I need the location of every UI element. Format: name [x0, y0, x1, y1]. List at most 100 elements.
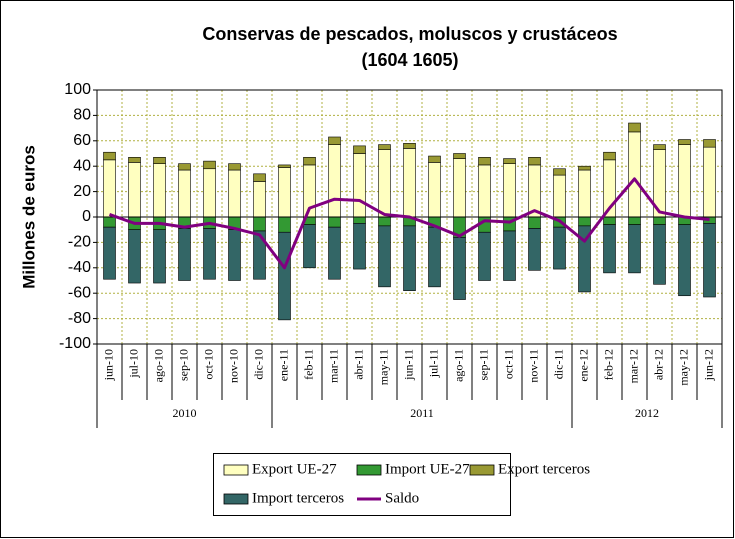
bar-segment [203, 168, 216, 218]
x-tick-label: may-11 [376, 349, 390, 385]
bar-segment [103, 216, 116, 228]
bar-segment [428, 155, 441, 163]
bar-segment [603, 216, 616, 225]
bar-segment [153, 163, 166, 218]
bar-segment [328, 216, 341, 228]
bar-segment [478, 164, 491, 218]
bar-segment [178, 228, 191, 281]
bar-segment [428, 226, 441, 288]
bar-segment [228, 169, 241, 218]
bar-segment [103, 151, 116, 161]
legend-swatch [223, 493, 249, 505]
bar-segment [503, 158, 516, 164]
bar-segment [678, 144, 691, 218]
bar-segment [303, 157, 316, 166]
x-tick-label: sep-10 [176, 349, 190, 381]
legend-label: Export terceros [498, 461, 590, 477]
y-tick-label: 20 [73, 183, 91, 200]
x-tick-label: feb-11 [301, 349, 315, 380]
bar-segment [603, 151, 616, 161]
bar-segment [128, 157, 141, 163]
legend-label: Import UE-27 [385, 461, 470, 477]
y-tick-label: -100 [59, 335, 91, 352]
x-tick-label: sep-11 [476, 349, 490, 381]
bar-segment [653, 216, 666, 225]
bar-segment [403, 143, 416, 149]
x-tick-label: oct-10 [201, 349, 215, 380]
y-tick-label: -20 [68, 234, 91, 251]
bar-segment [578, 165, 591, 171]
x-tick-label: abr-11 [351, 349, 365, 380]
bar-segment [428, 162, 441, 218]
x-tick-label: jun-12 [701, 349, 715, 381]
x-tick-label: mar-12 [626, 349, 640, 383]
bar-segment [553, 174, 566, 218]
x-tick-label: feb-12 [601, 349, 615, 380]
bar-segment [278, 164, 291, 168]
x-tick-label: jul-11 [426, 349, 440, 378]
bar-segment [403, 148, 416, 218]
bar-segment [353, 145, 366, 154]
bar-segment [253, 216, 266, 232]
bar-segment [678, 224, 691, 297]
y-axis-label: Millones de euros [19, 145, 38, 289]
bar-segment [478, 157, 491, 166]
x-tick-label: nov-10 [226, 349, 240, 383]
bar-segment [353, 216, 366, 224]
y-tick-label: 60 [73, 132, 91, 149]
bar-segment [378, 225, 391, 288]
bar-segment [453, 153, 466, 159]
bar-segment [203, 228, 216, 280]
bar-segment [528, 216, 541, 229]
bar-segment [703, 139, 716, 148]
bar-segment [228, 229, 241, 281]
bar-segment [328, 226, 341, 280]
bar-segment [378, 149, 391, 218]
bar-segment [103, 226, 116, 280]
bar-segment [253, 173, 266, 182]
bar-segment [503, 163, 516, 218]
group-label: 2012 [635, 406, 659, 420]
x-tick-label: abr-12 [651, 349, 665, 380]
bar-segment [153, 229, 166, 284]
group-label: 2010 [173, 406, 197, 420]
bar-segment [603, 224, 616, 274]
x-tick-label: jul-10 [126, 349, 140, 379]
bar-segment [703, 146, 716, 218]
legend-label: Saldo [385, 490, 419, 506]
bar-segment [303, 224, 316, 269]
x-tick-label: ene-12 [576, 349, 590, 382]
bar-segment [653, 224, 666, 285]
bar-segment [628, 224, 641, 274]
bar-segment [278, 167, 291, 218]
y-tick-label: -80 [68, 310, 91, 327]
bar-segment [378, 216, 391, 227]
line-series [108, 177, 710, 270]
chart-title: Conservas de pescados, moluscos y crustá… [202, 24, 617, 44]
x-tick-label: nov-11 [526, 349, 540, 383]
bar-segment [353, 223, 366, 270]
plot-border [96, 89, 723, 345]
bar-segment [278, 216, 291, 233]
bar-segment [228, 163, 241, 171]
bar-segment [578, 169, 591, 218]
bar-segment [178, 169, 191, 218]
bar-segment [578, 225, 591, 293]
x-tick-label: dic-11 [551, 349, 565, 379]
legend-swatch [469, 464, 495, 476]
bar-segment [453, 158, 466, 218]
legend [213, 453, 511, 516]
chart-subtitle: (1604 1605) [361, 50, 458, 70]
bar-segment [503, 230, 516, 281]
bar-segment [128, 162, 141, 218]
bar-segment [628, 216, 641, 225]
bar-segment [628, 122, 641, 133]
x-tick-label: ene-11 [276, 349, 290, 381]
bar-segment [153, 157, 166, 164]
bar-segment [103, 159, 116, 218]
x-tick-label: jun-10 [101, 349, 115, 381]
y-tick-label: 0 [82, 208, 91, 225]
bar-segment [553, 226, 566, 270]
bar-segment [353, 153, 366, 218]
